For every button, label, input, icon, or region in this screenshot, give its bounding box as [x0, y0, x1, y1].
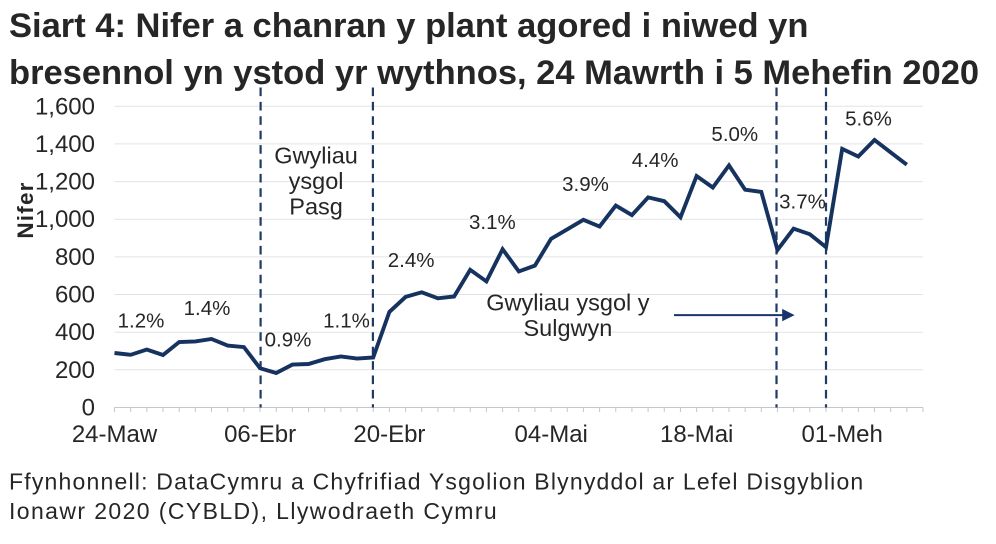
svg-text:1.1%: 1.1%: [323, 309, 370, 332]
svg-text:2.4%: 2.4%: [388, 249, 435, 272]
svg-text:3.7%: 3.7%: [779, 190, 826, 213]
svg-text:3.9%: 3.9%: [562, 173, 609, 196]
svg-text:18-Mai: 18-Mai: [660, 421, 733, 448]
svg-text:1.4%: 1.4%: [184, 297, 231, 320]
svg-text:Ffynhonnell: DataCymru a Chyfr: Ffynhonnell: DataCymru a Chyfrifiad Ysgo…: [9, 469, 864, 495]
svg-text:1.2%: 1.2%: [118, 310, 165, 333]
svg-text:Nifer: Nifer: [13, 181, 38, 238]
svg-text:24-Maw: 24-Maw: [72, 421, 158, 448]
svg-text:Gwyliau: Gwyliau: [274, 142, 358, 168]
svg-text:0.9%: 0.9%: [265, 329, 312, 352]
svg-text:3.1%: 3.1%: [469, 211, 516, 234]
svg-text:Sulgwyn: Sulgwyn: [523, 315, 612, 341]
svg-text:1,400: 1,400: [35, 131, 95, 158]
svg-text:04-Mai: 04-Mai: [515, 421, 588, 448]
svg-text:06-Ebr: 06-Ebr: [224, 421, 296, 448]
svg-text:20-Ebr: 20-Ebr: [353, 421, 425, 448]
svg-text:Gwyliau ysgol y: Gwyliau ysgol y: [486, 290, 649, 316]
svg-text:ysgol: ysgol: [289, 168, 344, 194]
svg-text:Pasg: Pasg: [289, 194, 343, 220]
svg-text:200: 200: [55, 357, 95, 384]
svg-text:0: 0: [82, 395, 95, 422]
svg-text:bresennol yn ystod yr wythnos,: bresennol yn ystod yr wythnos, 24 Mawrth…: [9, 54, 979, 92]
svg-text:1,200: 1,200: [35, 169, 95, 196]
svg-text:800: 800: [55, 244, 95, 271]
svg-text:4.4%: 4.4%: [632, 149, 679, 172]
svg-text:1,600: 1,600: [35, 93, 95, 120]
svg-text:600: 600: [55, 282, 95, 309]
svg-text:Siart 4: Nifer a chanran y pla: Siart 4: Nifer a chanran y plant agored …: [9, 7, 808, 45]
svg-text:01-Meh: 01-Meh: [802, 421, 883, 448]
svg-text:5.0%: 5.0%: [711, 123, 758, 146]
svg-text:5.6%: 5.6%: [845, 108, 892, 131]
svg-text:1,000: 1,000: [35, 206, 95, 233]
svg-text:Ionawr 2020 (CYBLD), Llywodrae: Ionawr 2020 (CYBLD), Llywodraeth Cymru: [9, 498, 498, 524]
svg-text:400: 400: [55, 319, 95, 346]
